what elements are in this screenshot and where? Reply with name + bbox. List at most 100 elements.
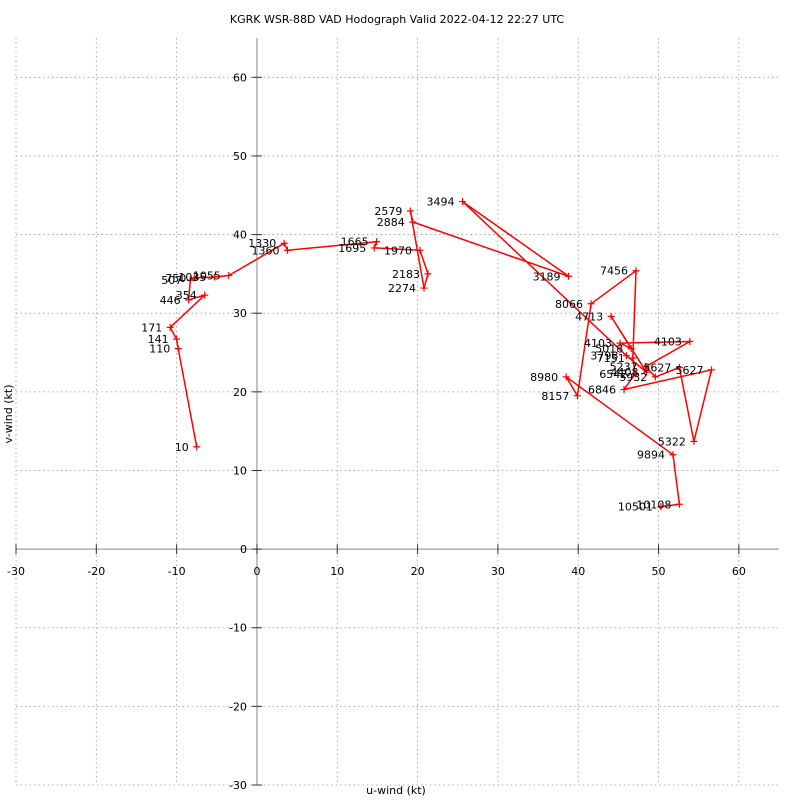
height-label: 171 — [141, 321, 162, 334]
height-label: 2579 — [374, 205, 402, 218]
x-tick-label: 40 — [571, 565, 585, 578]
height-label: 9894 — [637, 449, 665, 462]
height-label: 3494 — [427, 196, 455, 209]
y-tick-label: -20 — [229, 700, 247, 713]
height-marker — [629, 354, 637, 362]
y-tick-label: 20 — [233, 386, 247, 399]
height-marker — [424, 270, 432, 278]
height-marker — [642, 363, 650, 371]
x-tick-label: 10 — [330, 565, 344, 578]
height-label: 5932 — [619, 371, 647, 384]
height-marker — [573, 392, 581, 400]
x-tick-label: 0 — [253, 565, 260, 578]
height-label: 7456 — [600, 265, 628, 278]
y-tick-label: -10 — [229, 622, 247, 635]
height-marker — [651, 373, 659, 381]
height-marker — [409, 218, 417, 226]
height-label: 1330 — [248, 237, 276, 250]
y-tick-label: 10 — [233, 464, 247, 477]
y-tick-label: 60 — [233, 71, 247, 84]
height-marker — [675, 500, 683, 508]
height-label: 2274 — [388, 282, 416, 295]
height-marker — [283, 246, 291, 254]
height-label: 4103 — [584, 337, 612, 350]
height-marker — [459, 198, 467, 206]
x-tick-label: 60 — [732, 565, 746, 578]
height-label: 3189 — [533, 270, 561, 283]
height-marker — [587, 300, 595, 308]
x-tick-label: -30 — [7, 565, 25, 578]
height-label: 6542 — [599, 368, 627, 381]
height-marker — [631, 370, 639, 378]
height-label: 1360 — [251, 244, 279, 257]
height-marker — [185, 296, 193, 304]
height-marker — [225, 271, 233, 279]
height-label: 4103 — [654, 336, 682, 349]
height-marker — [657, 503, 665, 511]
height-label: 8980 — [530, 371, 558, 384]
height-marker — [562, 373, 570, 381]
x-tick-label: 50 — [652, 565, 666, 578]
height-marker — [708, 366, 716, 374]
height-label: 446 — [160, 294, 181, 307]
height-marker — [186, 276, 194, 284]
x-tick-label: 30 — [491, 565, 505, 578]
y-tick-label: 30 — [233, 307, 247, 320]
x-axis-label: u-wind (kt) — [366, 784, 426, 797]
chart-title: KGRK WSR-88D VAD Hodograph Valid 2022-04… — [230, 13, 565, 26]
height-marker — [416, 246, 424, 254]
height-markers — [166, 198, 716, 511]
tick-labels: -30 -20 -10 0 10 20 30 40 50 60 -30 -20 -10 0 10 20 30 40… — [7, 71, 746, 792]
height-marker — [173, 335, 181, 343]
height-label: 6846 — [588, 383, 616, 396]
height-marker — [373, 238, 381, 246]
height-marker — [280, 239, 288, 247]
height-label: 1695 — [338, 242, 366, 255]
height-marker — [565, 272, 573, 280]
height-label: 3798 — [590, 350, 618, 363]
axes — [15, 38, 779, 786]
height-label: 10108 — [636, 498, 671, 511]
height-marker — [669, 451, 677, 459]
height-label: 5627 — [643, 361, 671, 374]
height-marker — [607, 312, 615, 320]
y-tick-label: 40 — [233, 229, 247, 242]
height-label: 141 — [148, 333, 169, 346]
height-label: 4408 — [610, 366, 638, 379]
height-label: 507 — [161, 274, 182, 287]
height-label: 1055 — [193, 269, 221, 282]
height-label: 8157 — [541, 390, 569, 403]
height-marker — [632, 267, 640, 275]
height-marker — [190, 274, 198, 282]
height-marker — [210, 273, 218, 281]
height-marker — [690, 437, 698, 445]
height-marker — [420, 284, 428, 292]
height-label: 8066 — [555, 298, 583, 311]
height-label: 2884 — [377, 216, 405, 229]
y-tick-label: 0 — [240, 543, 247, 556]
height-marker — [616, 339, 624, 347]
height-marker — [193, 443, 201, 451]
height-label: 5237 — [610, 361, 638, 374]
height-marker — [642, 368, 650, 376]
x-tick-label: -10 — [168, 565, 186, 578]
height-label: 1035 — [178, 271, 206, 284]
height-marker — [675, 363, 683, 371]
height-marker — [201, 291, 209, 299]
height-label: 5322 — [658, 435, 686, 448]
height-label: 1970 — [384, 244, 412, 257]
x-tick-label: -20 — [87, 565, 105, 578]
height-label: 354 — [176, 289, 197, 302]
height-label: 4713 — [575, 310, 603, 323]
y-tick-label: -30 — [229, 779, 247, 792]
height-label: 110 — [149, 343, 170, 356]
height-label: 750 — [165, 272, 186, 285]
height-marker — [406, 207, 414, 215]
height-marker — [622, 352, 630, 360]
height-label: 7151 — [597, 352, 625, 365]
height-label: 5627 — [676, 364, 704, 377]
grid — [15, 38, 779, 786]
y-tick-label: 50 — [233, 150, 247, 163]
